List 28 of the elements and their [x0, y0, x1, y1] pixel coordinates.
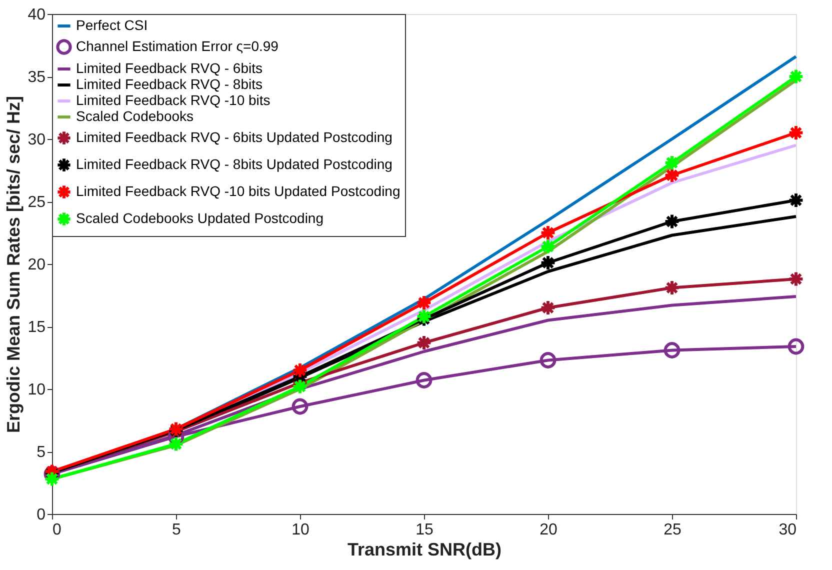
- y-tick-label: 40: [28, 6, 46, 24]
- legend-label: Perfect CSI: [76, 17, 148, 33]
- legend-label: Limited Feedback RVQ -10 bits Updated Postcoding: [76, 183, 400, 199]
- y-axis-title: Ergodic Mean Sum Rates [bits/ sec/ Hz]: [4, 96, 24, 434]
- legend-label: Limited Feedback RVQ - 6bits: [76, 60, 262, 76]
- x-tick-label: 15: [416, 522, 434, 538]
- y-tick-label: 10: [28, 382, 46, 398]
- x-tick-label: 20: [540, 522, 558, 538]
- legend-label: Channel Estimation Error ς=0.99: [76, 38, 279, 54]
- y-tick-label: 0: [36, 506, 46, 524]
- legend-label: Scaled Codebooks: [76, 108, 194, 124]
- legend-label: Limited Feedback RVQ - 8bits: [76, 76, 262, 92]
- y-tick-label: 25: [28, 194, 46, 211]
- y-tick-label: 30: [28, 132, 46, 148]
- y-tick-label: 5: [36, 444, 46, 461]
- legend-label: Scaled Codebooks Updated Postcoding: [76, 210, 324, 226]
- x-tick-label: 10: [292, 522, 310, 538]
- y-tick-label: 15: [28, 319, 46, 336]
- x-tick-label: 30: [778, 522, 797, 538]
- y-tick-label: 35: [28, 69, 46, 86]
- y-tick-label: 20: [28, 256, 46, 274]
- x-tick-label: 0: [52, 522, 62, 538]
- x-axis-title: Transmit SNR(dB): [347, 540, 502, 560]
- legend-label: Limited Feedback RVQ - 6bits Updated Postcoding: [76, 129, 392, 145]
- legend-label: Limited Feedback RVQ -10 bits: [76, 92, 270, 108]
- x-tick-label: 25: [664, 522, 682, 538]
- legend-label: Limited Feedback RVQ - 8bits Updated Postcoding: [76, 156, 392, 172]
- x-tick-label: 5: [172, 522, 182, 538]
